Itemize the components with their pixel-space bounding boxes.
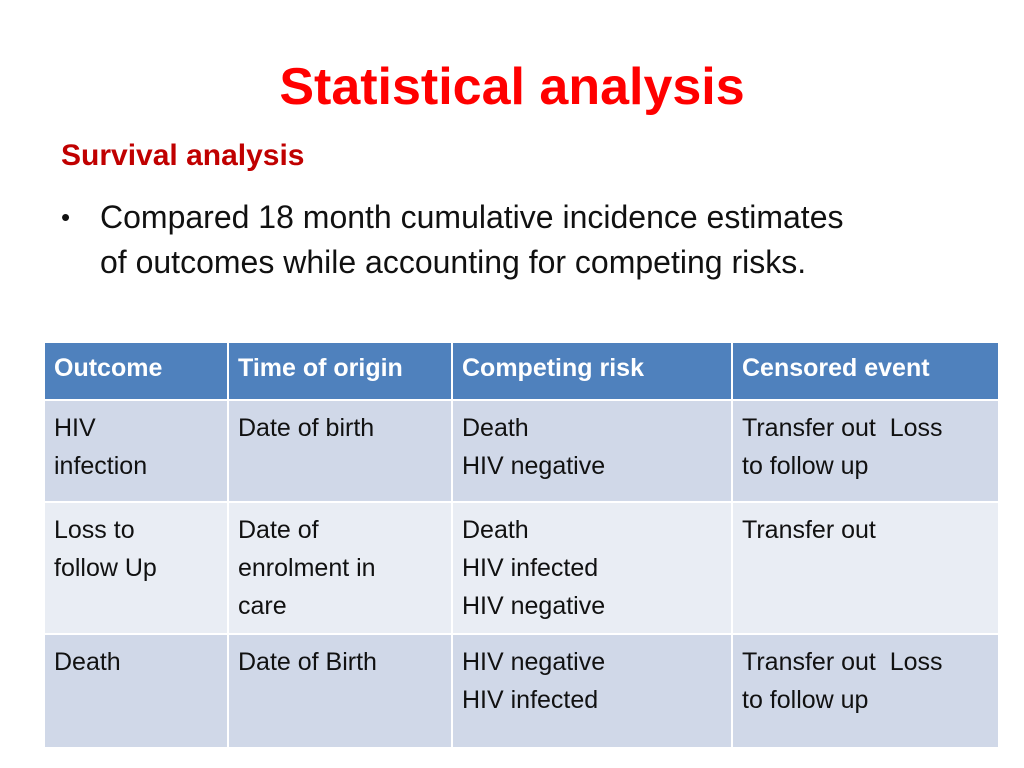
cell-line: Date of Birth — [238, 648, 377, 676]
censored-event-cell: Transfer out — [731, 501, 1000, 635]
cell-line: follow Up — [54, 554, 157, 582]
outcome-cell: Death — [43, 633, 229, 749]
cell-line: HIV negative — [462, 452, 606, 480]
column-header-outcome: Outcome — [43, 341, 229, 401]
cell-line: HIV infected — [462, 686, 599, 714]
cell-line: Death — [462, 414, 529, 442]
outcome-cell: Loss to follow Up — [43, 501, 229, 635]
competing-risk-cell: Death HIV negative — [451, 399, 733, 503]
section-heading: Survival analysis — [61, 139, 305, 172]
cell-line: infection — [54, 452, 148, 480]
bullet-item: • Compared 18 month cumulative incidence… — [61, 195, 971, 285]
cell-line: Transfer out Loss — [742, 414, 943, 442]
column-header-time-of-origin: Time of origin — [227, 341, 453, 401]
table-row: Death Date of Birth HIV negative HIV inf… — [43, 633, 1000, 749]
table-header-row: Outcome Time of origin Competing risk Ce… — [43, 341, 1000, 401]
table-row: HIV infection Date of birth Death HIV ne… — [43, 399, 1000, 503]
cell-line: Date of birth — [238, 414, 375, 442]
competing-risk-cell: Death HIV infected HIV negative — [451, 501, 733, 635]
column-header-censored-event: Censored event — [731, 341, 1000, 401]
column-header-competing-risk: Competing risk — [451, 341, 733, 401]
bullet-line: Compared 18 month cumulative incidence e… — [100, 199, 844, 235]
time-of-origin-cell: Date of enrolment in care — [227, 501, 453, 635]
cell-line: Transfer out — [742, 516, 876, 544]
time-of-origin-cell: Date of birth — [227, 399, 453, 503]
bullet-line: of outcomes while accounting for competi… — [100, 244, 807, 280]
cell-line: care — [238, 592, 287, 620]
outcome-cell: HIV infection — [43, 399, 229, 503]
cell-line: to follow up — [742, 686, 869, 714]
cell-line: Transfer out Loss — [742, 648, 943, 676]
cell-line: Death — [462, 516, 529, 544]
censored-event-cell: Transfer out Loss to follow up — [731, 633, 1000, 749]
table-row: Loss to follow Up Date of enrolment in c… — [43, 501, 1000, 635]
slide-title: Statistical analysis — [279, 58, 745, 116]
cell-line: HIV infected — [462, 554, 599, 582]
competing-risk-cell: HIV negative HIV infected — [451, 633, 733, 749]
bullet-text: Compared 18 month cumulative incidence e… — [100, 195, 971, 285]
cell-line: HIV negative — [462, 592, 606, 620]
time-of-origin-cell: Date of Birth — [227, 633, 453, 749]
cell-line: enrolment in — [238, 554, 376, 582]
censored-event-cell: Transfer out Loss to follow up — [731, 399, 1000, 503]
cell-line: to follow up — [742, 452, 869, 480]
outcomes-table: Outcome Time of origin Competing risk Ce… — [43, 341, 1000, 749]
bullet-symbol: • — [61, 202, 71, 232]
cell-line: Death — [54, 648, 121, 676]
cell-line: HIV negative — [462, 648, 606, 676]
cell-line: Loss to — [54, 516, 135, 544]
cell-line: Date of — [238, 516, 319, 544]
cell-line: HIV — [54, 414, 96, 442]
